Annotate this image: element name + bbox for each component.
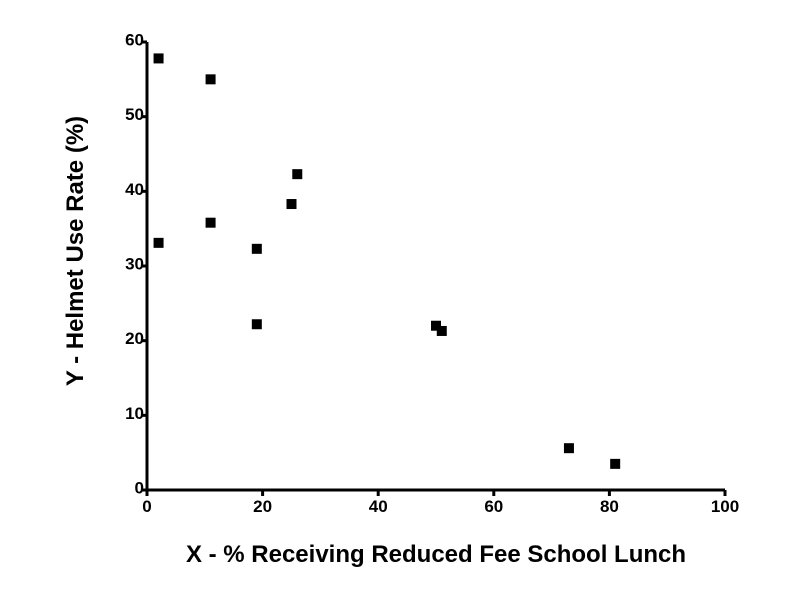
data-point: [436, 325, 447, 336]
axes: [145, 42, 725, 492]
data-point: [563, 443, 574, 454]
x-tick-label: 20: [253, 497, 272, 516]
y-tick-label: 10: [125, 404, 144, 423]
x-tick-label: 40: [369, 497, 388, 516]
data-point: [292, 169, 303, 180]
data-point: [251, 243, 262, 254]
x-axis-title: X - % Receiving Reduced Fee School Lunch: [186, 541, 686, 568]
y-tick-label: 40: [125, 180, 144, 199]
x-tick-label: 0: [142, 497, 151, 516]
data-point: [153, 237, 164, 248]
ticks: 0 10 20 30 40 50 60 0 20 40 60 80 100: [125, 30, 739, 516]
x-tick-label: 80: [600, 497, 619, 516]
data-point: [251, 319, 262, 330]
x-tick-label: 60: [484, 497, 503, 516]
y-tick-label: 20: [125, 329, 144, 348]
data-point: [286, 199, 297, 210]
data-point: [431, 320, 441, 331]
y-tick-label: 50: [125, 105, 144, 124]
y-tick-label: 30: [125, 254, 144, 273]
y-tick-label: 60: [125, 30, 144, 49]
x-tick-label: 100: [711, 497, 739, 516]
data-point: [205, 74, 216, 85]
y-tick-label: 0: [135, 478, 144, 497]
data-points: [153, 53, 621, 469]
data-point: [153, 53, 164, 64]
data-point: [610, 458, 621, 469]
data-point: [205, 217, 216, 228]
y-axis-title: Y - Helmet Use Rate (%): [62, 116, 89, 386]
